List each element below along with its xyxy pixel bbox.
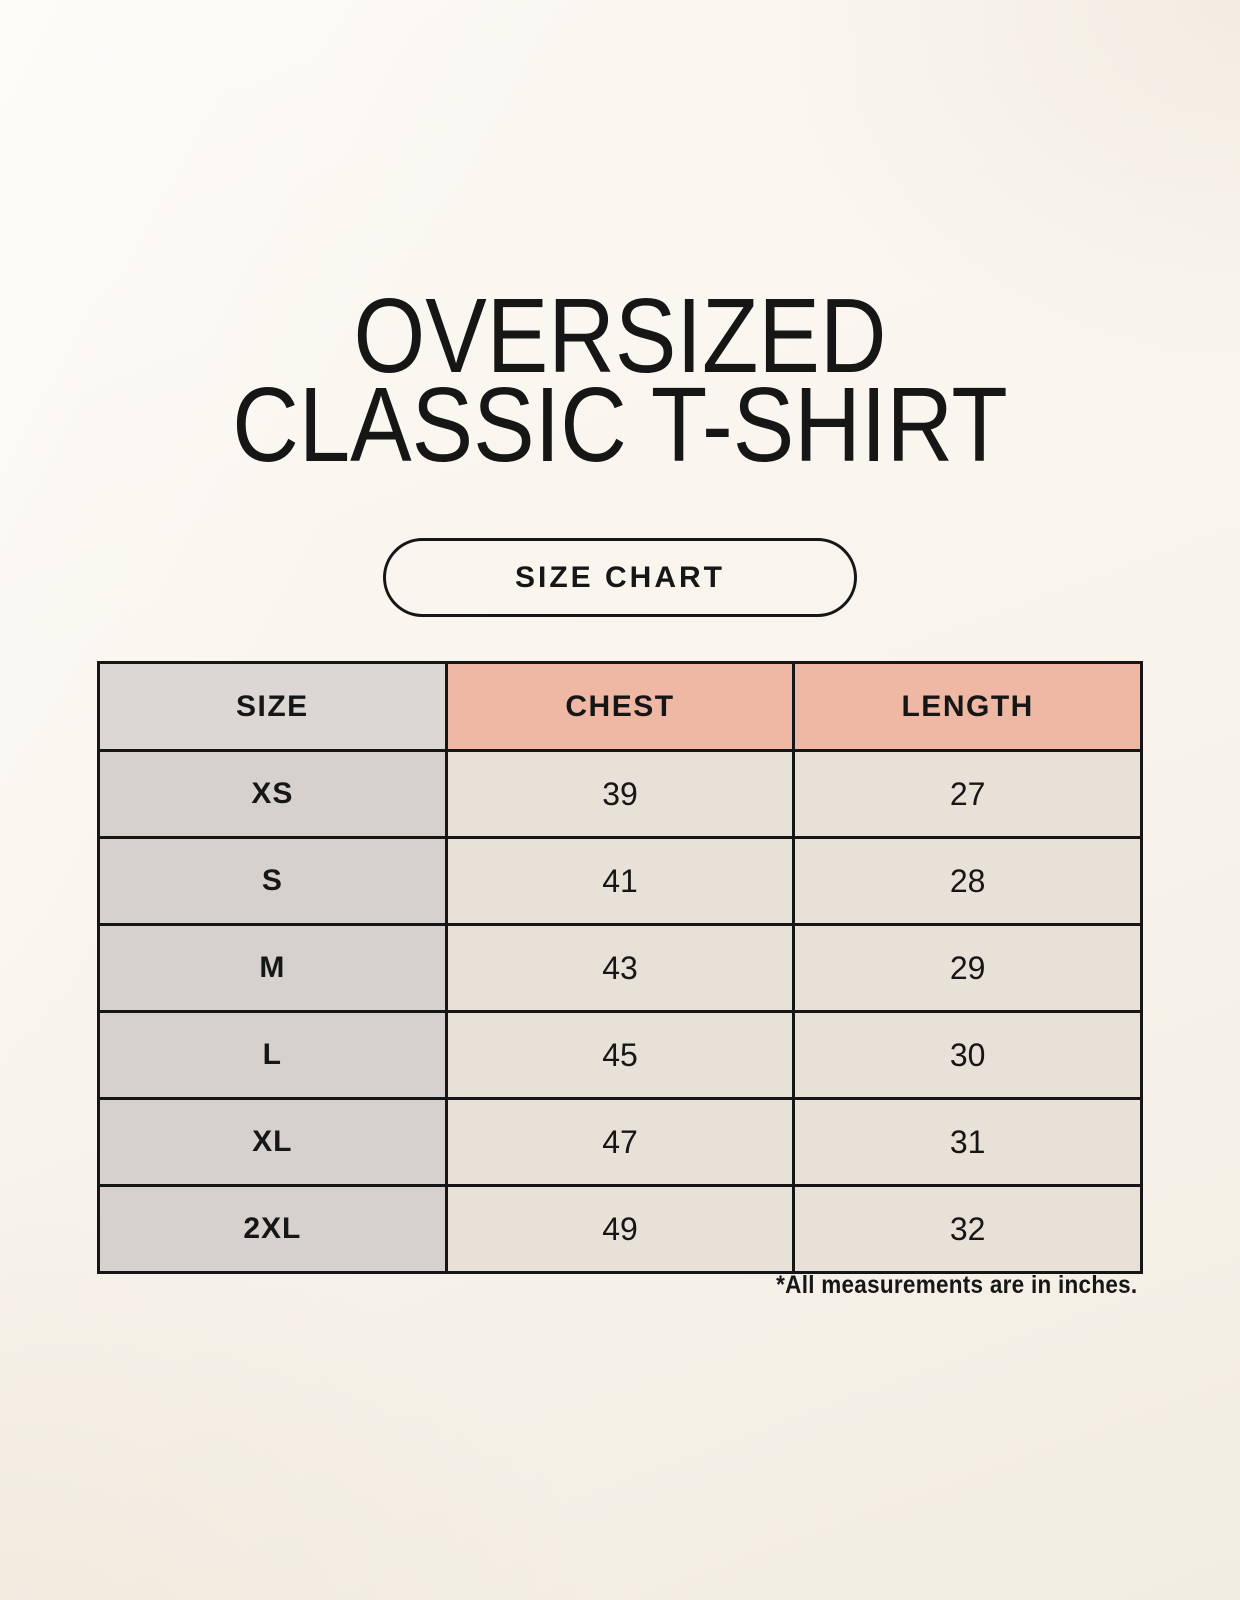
chest-cell: 41 (444, 836, 796, 926)
size-cell: L (97, 1010, 448, 1100)
size-chart-table: SIZE CHEST LENGTH XS 39 27 S 41 28 M 43 … (97, 661, 1143, 1274)
column-header-length: LENGTH (792, 661, 1143, 752)
size-cell: XS (97, 749, 448, 839)
length-cell: 32 (792, 1184, 1143, 1274)
size-chart-button[interactable]: SIZE CHART (383, 538, 857, 617)
measurements-footnote-text: *All measurements are in inches. (775, 1271, 1137, 1299)
chest-cell: 39 (444, 749, 796, 839)
table-row: XS 39 27 (97, 749, 1143, 839)
column-header-chest: CHEST (444, 661, 796, 752)
table-row: XL 47 31 (97, 1097, 1143, 1187)
chest-cell: 49 (444, 1184, 796, 1274)
table-header-row: SIZE CHEST LENGTH (97, 661, 1143, 752)
table-row: L 45 30 (97, 1010, 1143, 1100)
chest-cell: 47 (444, 1097, 796, 1187)
table-row: S 41 28 (97, 836, 1143, 926)
column-header-size: SIZE (97, 661, 448, 752)
size-cell: S (97, 836, 448, 926)
chest-cell: 43 (444, 923, 796, 1013)
measurements-footnote: *All measurements are in inches. (97, 1271, 1137, 1300)
size-cell: M (97, 923, 448, 1013)
length-cell: 30 (792, 1010, 1143, 1100)
length-cell: 27 (792, 749, 1143, 839)
page-title-line-2: CLASSIC T-SHIRT (232, 366, 1008, 484)
table-row: 2XL 49 32 (97, 1184, 1143, 1274)
length-cell: 28 (792, 836, 1143, 926)
chest-cell: 45 (444, 1010, 796, 1100)
length-cell: 29 (792, 923, 1143, 1013)
table-row: M 43 29 (97, 923, 1143, 1013)
page-title: OVERSIZED CLASSIC T-SHIRT (0, 277, 1240, 484)
size-cell: XL (97, 1097, 448, 1187)
page-title-line-1: OVERSIZED (353, 277, 887, 395)
length-cell: 31 (792, 1097, 1143, 1187)
size-cell: 2XL (97, 1184, 448, 1274)
size-chart-button-label: SIZE CHART (515, 560, 725, 594)
